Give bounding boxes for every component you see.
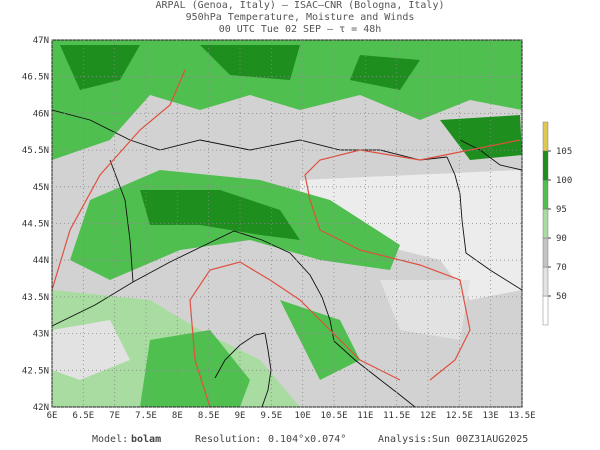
x-tick-label: 10E — [295, 411, 311, 421]
x-tick-label: 13E — [483, 411, 499, 421]
x-tick-label: 8.5E — [198, 411, 220, 421]
x-tick-label: 7.5E — [135, 411, 157, 421]
y-tick-label: 47N — [33, 36, 49, 46]
y-tick-label: 44.5N — [22, 220, 49, 230]
x-tick-label: 9E — [235, 411, 246, 421]
colorbar-label: 70 — [556, 263, 567, 273]
x-tick-label: 12.5E — [446, 411, 473, 421]
x-tick-label: 11E — [357, 411, 373, 421]
title-line: 00 UTC Tue 02 SEP – τ = 48h — [219, 24, 382, 35]
colorbar-segment — [542, 237, 549, 268]
y-tick-label: 45.5N — [22, 146, 49, 156]
x-tick-label: 8E — [172, 411, 183, 421]
y-tick-label: 43.5N — [22, 293, 49, 303]
y-tick-label: 42.5N — [22, 366, 49, 376]
y-tick-label: 44N — [33, 256, 49, 266]
y-tick-label: 46.5N — [22, 73, 49, 83]
colorbar-label: 90 — [556, 234, 567, 244]
footer-label: Resolution: — [195, 434, 261, 445]
footer-value: bolam — [131, 434, 161, 445]
colorbar-segment — [542, 121, 549, 152]
y-tick-label: 42N — [33, 403, 49, 413]
x-tick-label: 10.5E — [320, 411, 347, 421]
colorbar-label: 100 — [556, 176, 572, 186]
map-field — [52, 40, 522, 407]
colorbar-label: 50 — [556, 292, 567, 302]
y-tick-label: 43N — [33, 330, 49, 340]
x-tick-label: 13.5E — [508, 411, 535, 421]
y-tick-label: 45N — [33, 183, 49, 193]
x-tick-label: 6E — [47, 411, 58, 421]
colorbar-segment — [542, 208, 549, 239]
colorbar-segment — [542, 179, 549, 210]
title-line: ARPAL (Genoa, Italy) – ISAC–CNR (Bologna… — [156, 0, 445, 11]
x-tick-label: 12E — [420, 411, 436, 421]
footer-value: Sun 00Z31AUG2025 — [432, 434, 528, 445]
colorbar-segment — [542, 295, 549, 326]
colorbar-segment — [542, 266, 549, 297]
x-tick-label: 7E — [109, 411, 120, 421]
x-tick-label: 6.5E — [72, 411, 94, 421]
colorbar-segment — [542, 150, 549, 181]
footer-label: Analysis: — [378, 434, 432, 445]
x-tick-label: 9.5E — [260, 411, 282, 421]
footer-value: 0.104°x0.074° — [268, 434, 346, 445]
colorbar-label: 105 — [556, 147, 572, 157]
x-tick-label: 11.5E — [383, 411, 410, 421]
colorbar-label: 95 — [556, 205, 567, 215]
footer-label: Model: — [92, 434, 128, 445]
title-line: 950hPa Temperature, Moisture and Winds — [186, 12, 415, 23]
y-tick-label: 46N — [33, 109, 49, 119]
